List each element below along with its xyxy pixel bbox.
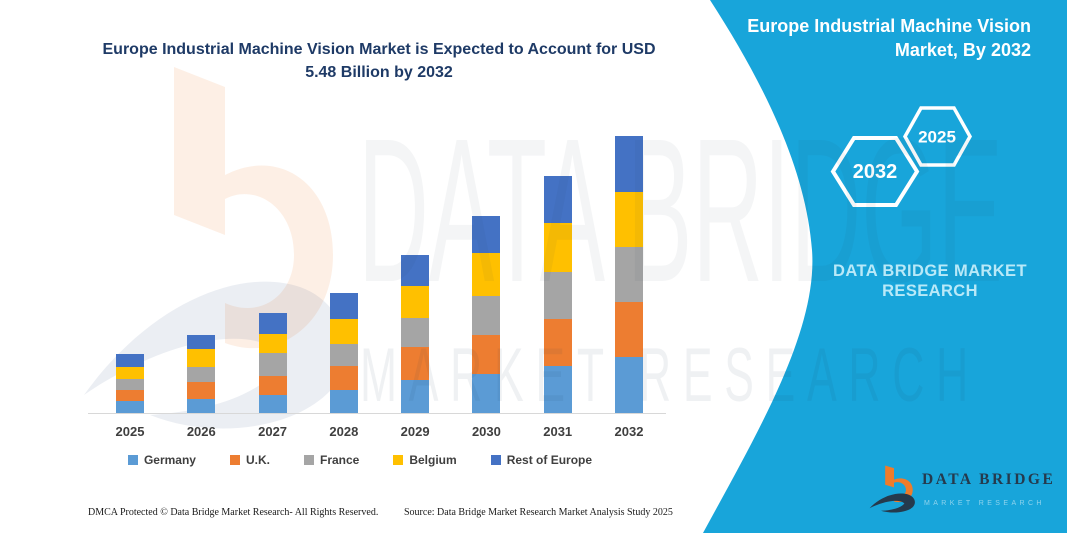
bar-segment-2027-belgium (258, 333, 287, 354)
bar-segment-2028-rest-of-europe (329, 293, 358, 320)
bar-chart (116, 0, 643, 413)
bar-2025 (116, 354, 144, 413)
axis-label-2031: 2031 (543, 424, 573, 439)
bar-segment-2027-u-k- (258, 375, 287, 395)
bar-segment-2028-u-k- (329, 365, 358, 390)
bar-2030 (472, 215, 501, 413)
bar-segment-2025-rest-of-europe (116, 354, 144, 367)
legend-swatch-icon (303, 455, 314, 465)
bar-segment-2025-u-k- (116, 390, 144, 402)
axis-label-2025: 2025 (115, 424, 145, 439)
bar-segment-2030-u-k- (472, 334, 501, 374)
bar-segment-2025-germany (116, 401, 144, 413)
logo-subtext: MARKET RESEARCH (924, 500, 1045, 507)
bar-segment-2026-u-k- (187, 382, 216, 399)
bar-segment-2025-belgium (116, 366, 144, 379)
bar-2031 (543, 175, 572, 413)
bar-segment-2032-belgium (614, 192, 643, 248)
bar-segment-2028-france (329, 344, 358, 366)
bar-segment-2031-u-k- (543, 319, 572, 366)
legend-item-u-k-: U.K. (229, 453, 270, 467)
legend-item-france: France (303, 453, 360, 467)
legend-item-belgium: Belgium (393, 453, 457, 467)
source-note: Source: Data Bridge Market Research Mark… (404, 507, 673, 518)
legend-label: Rest of Europe (506, 453, 593, 467)
axis-label-2026: 2026 (186, 424, 216, 439)
legend-swatch-icon (393, 455, 404, 465)
bar-segment-2027-france (258, 353, 287, 376)
bar-segment-2029-belgium (401, 286, 430, 319)
bar-segment-2032-u-k- (614, 302, 643, 358)
x-axis-labels: 2025 2026 2027 2028 2029 2030 2031 2032 (115, 424, 644, 439)
bar-segment-2029-germany (401, 380, 430, 413)
axis-label-2028: 2028 (329, 424, 359, 439)
legend-swatch-icon (490, 455, 501, 465)
axis-label-2032: 2032 (614, 424, 644, 439)
data-bridge-logo-icon (869, 465, 915, 513)
axis-label-2027: 2027 (258, 424, 288, 439)
bar-segment-2030-rest-of-europe (472, 215, 501, 253)
panel-title: Europe Industrial Machine Vision Market,… (747, 16, 1031, 60)
bar-2026 (187, 335, 216, 413)
bar-segment-2026-rest-of-europe (187, 335, 216, 350)
legend-item-germany: Germany (127, 453, 196, 467)
bar-segment-2029-rest-of-europe (401, 254, 430, 287)
bar-segment-2026-belgium (187, 349, 216, 368)
x-axis-line (88, 413, 666, 414)
dmca-notice: DMCA Protected © Data Bridge Market Rese… (88, 507, 379, 518)
chart-legend: Germany U.K. France Belgium Rest of Europe (70, 453, 650, 467)
bar-segment-2031-france (543, 271, 572, 319)
logo-wordmark: DATA BRIDGE (922, 471, 1056, 488)
bar-segment-2032-france (614, 247, 643, 303)
bar-segment-2026-germany (187, 398, 216, 413)
bar-segment-2031-belgium (543, 223, 572, 272)
bar-2029 (401, 254, 430, 413)
hexagon-2032-icon (830, 136, 920, 207)
legend-label: U.K. (245, 453, 270, 467)
hexagon-2025-icon (902, 106, 973, 167)
bar-segment-2028-germany (329, 389, 358, 413)
panel-brand-text: DATA BRIDGE MARKET RESEARCH (833, 262, 1027, 300)
bar-segment-2028-belgium (329, 319, 358, 345)
bar-segment-2032-germany (614, 357, 643, 413)
axis-label-2029: 2029 (400, 424, 430, 439)
bar-segment-2027-rest-of-europe (258, 312, 287, 334)
bar-segment-2031-rest-of-europe (543, 175, 572, 223)
bar-segment-2029-u-k- (401, 346, 430, 381)
bar-segment-2030-france (472, 296, 501, 335)
bar-segment-2030-belgium (472, 252, 501, 297)
bar-segment-2030-germany (472, 373, 501, 413)
chart-title: Europe Industrial Machine Vision Market … (102, 41, 656, 81)
bar-segment-2025-france (116, 378, 144, 391)
legend-label: France (319, 453, 360, 467)
axis-label-2030: 2030 (471, 424, 501, 439)
bar-segment-2026-france (187, 367, 216, 383)
bar-2027 (258, 312, 287, 413)
legend-item-rest-of-europe: Rest of Europe (490, 453, 593, 467)
logo-block: DATA BRIDGE MARKET RESEARCH (868, 461, 1058, 525)
legend-label: Germany (143, 453, 196, 467)
bar-2028 (329, 293, 358, 413)
bar-segment-2029-france (401, 318, 430, 347)
bar-2032 (614, 136, 643, 413)
panel-curve-shape (703, 0, 1067, 533)
bar-segment-2027-germany (258, 394, 287, 413)
legend-swatch-icon (229, 455, 240, 465)
legend-swatch-icon (127, 455, 138, 465)
bar-segment-2032-rest-of-europe (614, 136, 643, 193)
bar-segment-2031-germany (543, 365, 572, 413)
hexagon-2025-label: 2025 (918, 128, 956, 147)
hexagon-2032-label: 2032 (853, 161, 898, 183)
legend-label: Belgium (409, 453, 457, 467)
